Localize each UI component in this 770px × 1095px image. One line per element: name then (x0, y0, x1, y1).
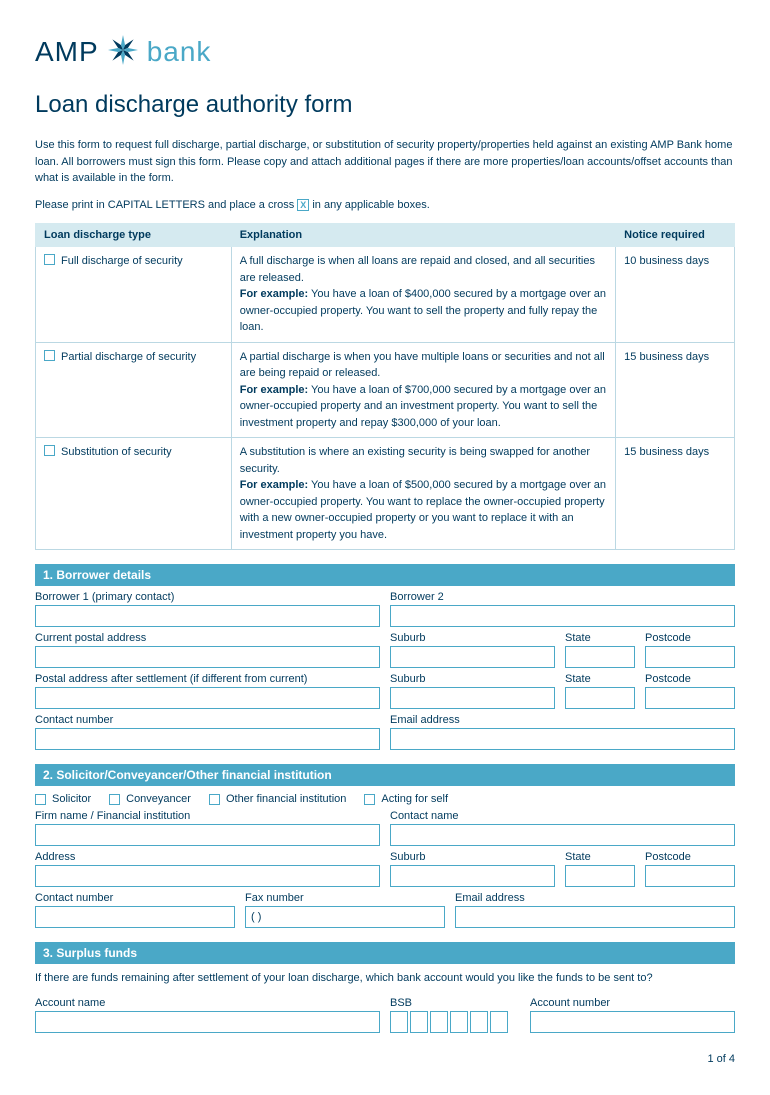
checkbox-partial-discharge[interactable] (44, 350, 55, 361)
input-state2[interactable] (565, 687, 635, 709)
input-contact[interactable] (35, 728, 380, 750)
input-postal[interactable] (35, 646, 380, 668)
section-2-header: 2. Solicitor/Conveyancer/Other financial… (35, 764, 735, 786)
logo-bank-text: bank (147, 36, 212, 68)
table-row: Substitution of security A substitution … (36, 438, 735, 550)
th-explanation: Explanation (231, 224, 615, 247)
bsb-box-5[interactable] (470, 1011, 488, 1033)
label-s2-postcode: Postcode (645, 851, 735, 863)
label-suburb2: Suburb (390, 673, 555, 685)
input-address[interactable] (35, 865, 380, 887)
label-fax: Fax number (245, 892, 445, 904)
input-s2-state[interactable] (565, 865, 635, 887)
label-bsb: BSB (390, 997, 520, 1009)
label-postcode: Postcode (645, 632, 735, 644)
input-email[interactable] (390, 728, 735, 750)
page-title: Loan discharge authority form (35, 91, 735, 119)
page-number: 1 of 4 (35, 1053, 735, 1065)
section-3-header: 3. Surplus funds (35, 942, 735, 964)
bsb-box-6[interactable] (490, 1011, 508, 1033)
table-row: Partial discharge of security A partial … (36, 342, 735, 438)
input-s2-contact[interactable] (35, 906, 235, 928)
label-address: Address (35, 851, 380, 863)
label-suburb: Suburb (390, 632, 555, 644)
input-borrower2[interactable] (390, 605, 735, 627)
checkbox-conveyancer[interactable] (109, 794, 120, 805)
label-contact-name: Contact name (390, 810, 735, 822)
input-postal-after[interactable] (35, 687, 380, 709)
input-account-number[interactable] (530, 1011, 735, 1033)
label-s2-email: Email address (455, 892, 735, 904)
s3-intro: If there are funds remaining after settl… (35, 970, 735, 987)
input-postcode[interactable] (645, 646, 735, 668)
label-postal-after: Postal address after settlement (if diff… (35, 673, 380, 685)
cross-example-icon: X (297, 199, 309, 211)
input-postcode2[interactable] (645, 687, 735, 709)
label-s2-suburb: Suburb (390, 851, 555, 863)
checkbox-full-discharge[interactable] (44, 254, 55, 265)
logo: AMP bank (35, 30, 735, 73)
input-suburb[interactable] (390, 646, 555, 668)
checkbox-substitution[interactable] (44, 445, 55, 456)
label-postal: Current postal address (35, 632, 380, 644)
label-account-name: Account name (35, 997, 380, 1009)
input-fax[interactable]: ( ) (245, 906, 445, 928)
label-s2-contact: Contact number (35, 892, 235, 904)
bsb-box-4[interactable] (450, 1011, 468, 1033)
checkbox-acting-self[interactable] (364, 794, 375, 805)
label-account-number: Account number (530, 997, 735, 1009)
intro-text-1: Use this form to request full discharge,… (35, 137, 735, 187)
logo-starburst-icon (103, 30, 143, 73)
input-state[interactable] (565, 646, 635, 668)
label-s2-state: State (565, 851, 635, 863)
label-contact: Contact number (35, 714, 380, 726)
input-firm[interactable] (35, 824, 380, 846)
label-postcode2: Postcode (645, 673, 735, 685)
input-account-name[interactable] (35, 1011, 380, 1033)
input-suburb2[interactable] (390, 687, 555, 709)
bsb-box-2[interactable] (410, 1011, 428, 1033)
intro-text-2: Please print in CAPITAL LETTERS and plac… (35, 197, 735, 214)
bsb-box-1[interactable] (390, 1011, 408, 1033)
bsb-box-3[interactable] (430, 1011, 448, 1033)
input-s2-email[interactable] (455, 906, 735, 928)
input-borrower1[interactable] (35, 605, 380, 627)
th-type: Loan discharge type (36, 224, 232, 247)
input-s2-suburb[interactable] (390, 865, 555, 887)
input-s2-postcode[interactable] (645, 865, 735, 887)
th-notice: Notice required (616, 224, 735, 247)
label-state2: State (565, 673, 635, 685)
label-firm: Firm name / Financial institution (35, 810, 380, 822)
checkbox-ofi[interactable] (209, 794, 220, 805)
bsb-boxes (390, 1011, 520, 1033)
logo-amp-text: AMP (35, 36, 99, 68)
table-row: Full discharge of security A full discha… (36, 247, 735, 343)
section-1-header: 1. Borrower details (35, 564, 735, 586)
label-borrower1: Borrower 1 (primary contact) (35, 591, 380, 603)
label-email: Email address (390, 714, 735, 726)
label-borrower2: Borrower 2 (390, 591, 735, 603)
label-state: State (565, 632, 635, 644)
discharge-type-table: Loan discharge type Explanation Notice r… (35, 223, 735, 550)
input-contact-name[interactable] (390, 824, 735, 846)
checkbox-solicitor[interactable] (35, 794, 46, 805)
